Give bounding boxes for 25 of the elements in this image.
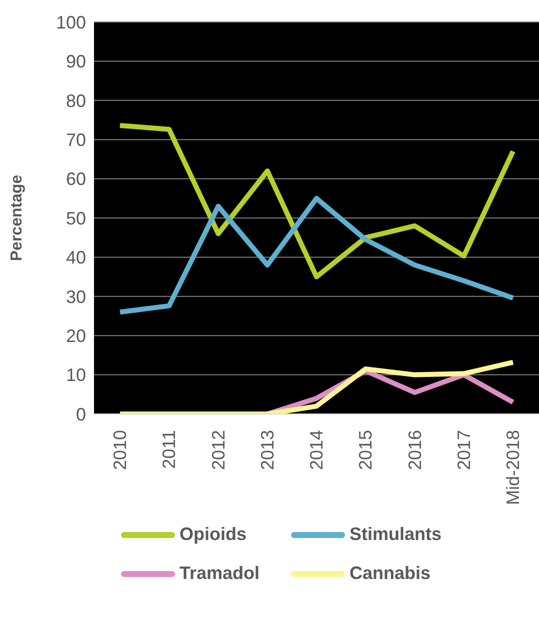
x-tick-label: 2013 — [257, 430, 278, 470]
x-tick-label: 2011 — [159, 430, 180, 469]
x-tick-label: 2010 — [110, 430, 130, 470]
x-tick-label: 2012 — [208, 430, 228, 470]
y-tick-label: 60 — [66, 169, 86, 190]
y-tick-label: 40 — [66, 248, 86, 268]
y-tick-label: 30 — [66, 286, 86, 307]
legend-label: Cannabis — [350, 563, 431, 584]
x-tick-label: 2016 — [404, 430, 425, 470]
y-tick-label: 100 — [56, 12, 86, 32]
legend-label: Stimulants — [350, 524, 442, 545]
x-tick-label: 2015 — [356, 430, 376, 470]
legend-label: Opioids — [180, 524, 246, 545]
y-tick-label: 90 — [66, 52, 86, 72]
y-tick-label: 70 — [66, 130, 86, 150]
y-tick-label: 80 — [66, 90, 86, 111]
x-tick-label: Mid-2018 — [503, 430, 523, 506]
y-tick-label: 20 — [66, 326, 86, 346]
x-tick-label: 2014 — [306, 430, 326, 470]
legend-label: Tramadol — [180, 563, 260, 584]
y-tick-label: 10 — [66, 365, 86, 386]
y-axis-title: Percentage — [8, 174, 26, 262]
x-tick-label: 2017 — [454, 430, 474, 470]
y-tick-label: 50 — [66, 208, 86, 228]
y-tick-label: 0 — [76, 404, 86, 424]
